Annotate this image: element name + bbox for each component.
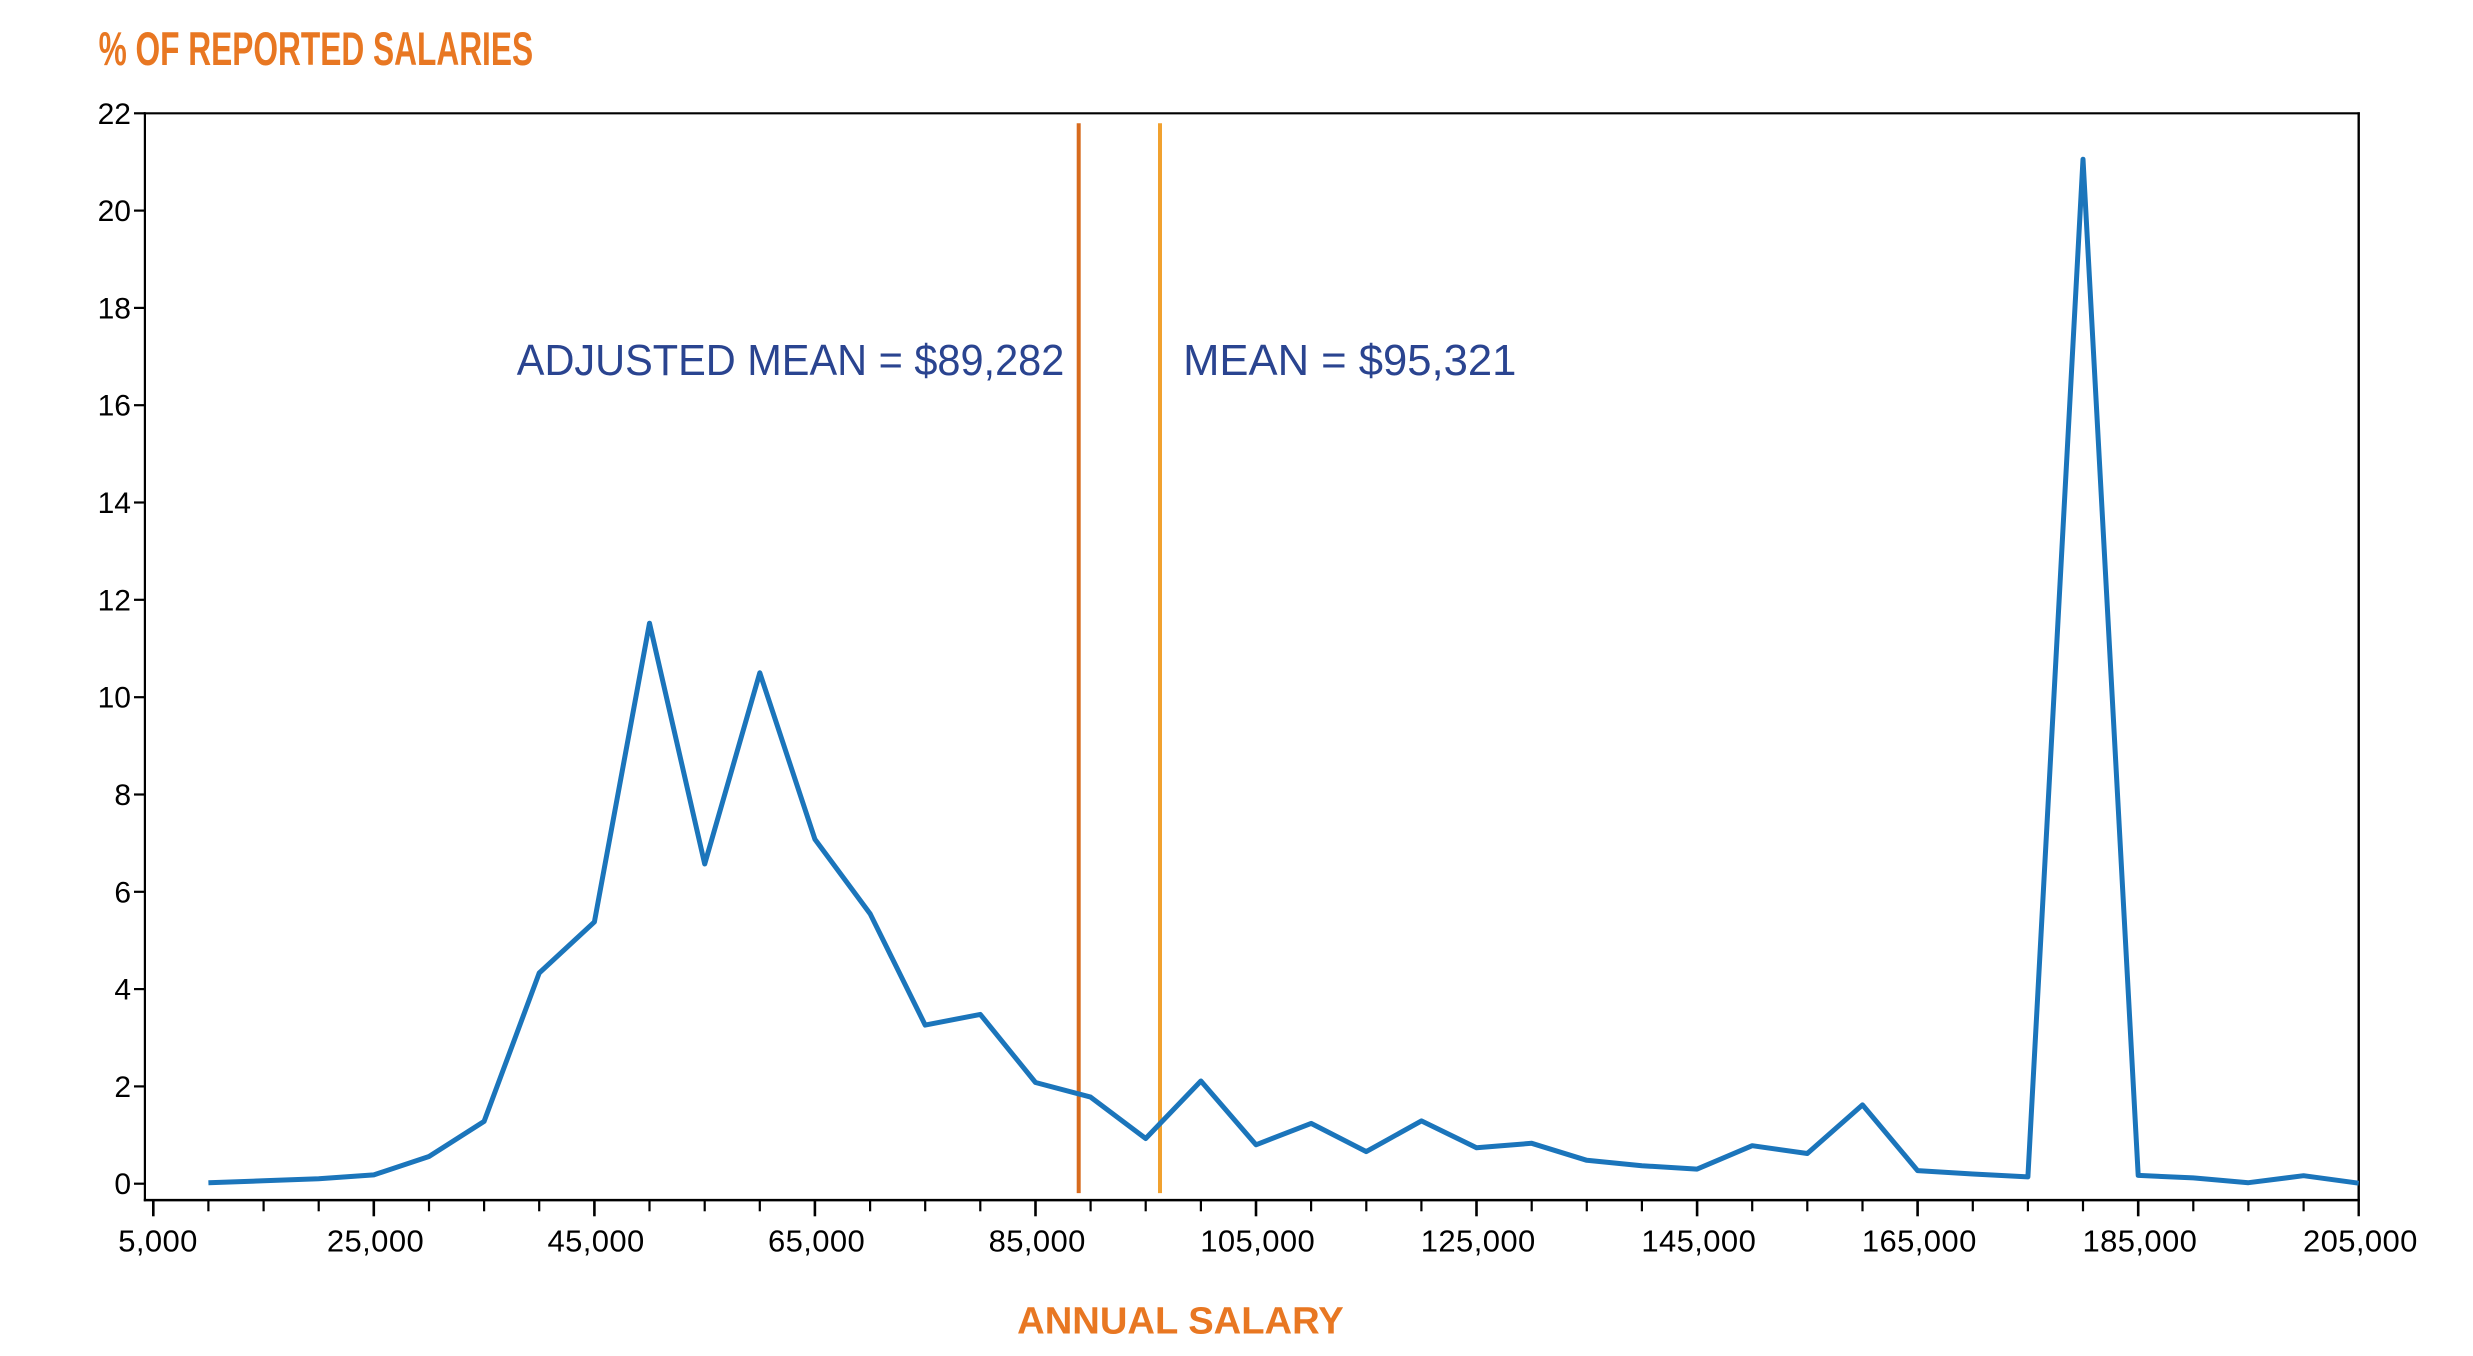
svg-text:ANNUAL SALARY: ANNUAL SALARY	[1017, 1301, 1343, 1343]
svg-text:65,000: 65,000	[768, 1224, 865, 1259]
svg-text:12: 12	[98, 584, 131, 617]
svg-text:% OF REPORTED SALARIES: % OF REPORTED SALARIES	[99, 22, 533, 75]
svg-text:22: 22	[98, 98, 131, 131]
svg-text:145,000: 145,000	[1641, 1224, 1756, 1259]
svg-text:125,000: 125,000	[1421, 1224, 1536, 1259]
svg-text:8: 8	[114, 779, 131, 812]
svg-text:205,000: 205,000	[2303, 1224, 2418, 1259]
svg-text:2: 2	[114, 1071, 131, 1104]
svg-text:25,000: 25,000	[327, 1224, 424, 1259]
svg-text:85,000: 85,000	[989, 1224, 1086, 1259]
svg-text:6: 6	[114, 876, 131, 909]
svg-text:10: 10	[98, 682, 131, 715]
svg-text:4: 4	[114, 974, 131, 1007]
svg-text:165,000: 165,000	[1862, 1224, 1977, 1259]
svg-text:MEAN = $95,321: MEAN = $95,321	[1183, 336, 1516, 385]
svg-text:20: 20	[98, 195, 131, 228]
svg-text:0: 0	[114, 1168, 131, 1201]
svg-text:45,000: 45,000	[547, 1224, 644, 1259]
svg-text:18: 18	[98, 292, 131, 325]
svg-text:105,000: 105,000	[1200, 1224, 1315, 1259]
svg-text:16: 16	[98, 390, 131, 423]
svg-text:185,000: 185,000	[2082, 1224, 2197, 1259]
svg-text:14: 14	[98, 487, 131, 520]
svg-text:ADJUSTED MEAN = $89,282: ADJUSTED MEAN = $89,282	[517, 336, 1065, 385]
svg-text:5,000: 5,000	[118, 1224, 198, 1259]
